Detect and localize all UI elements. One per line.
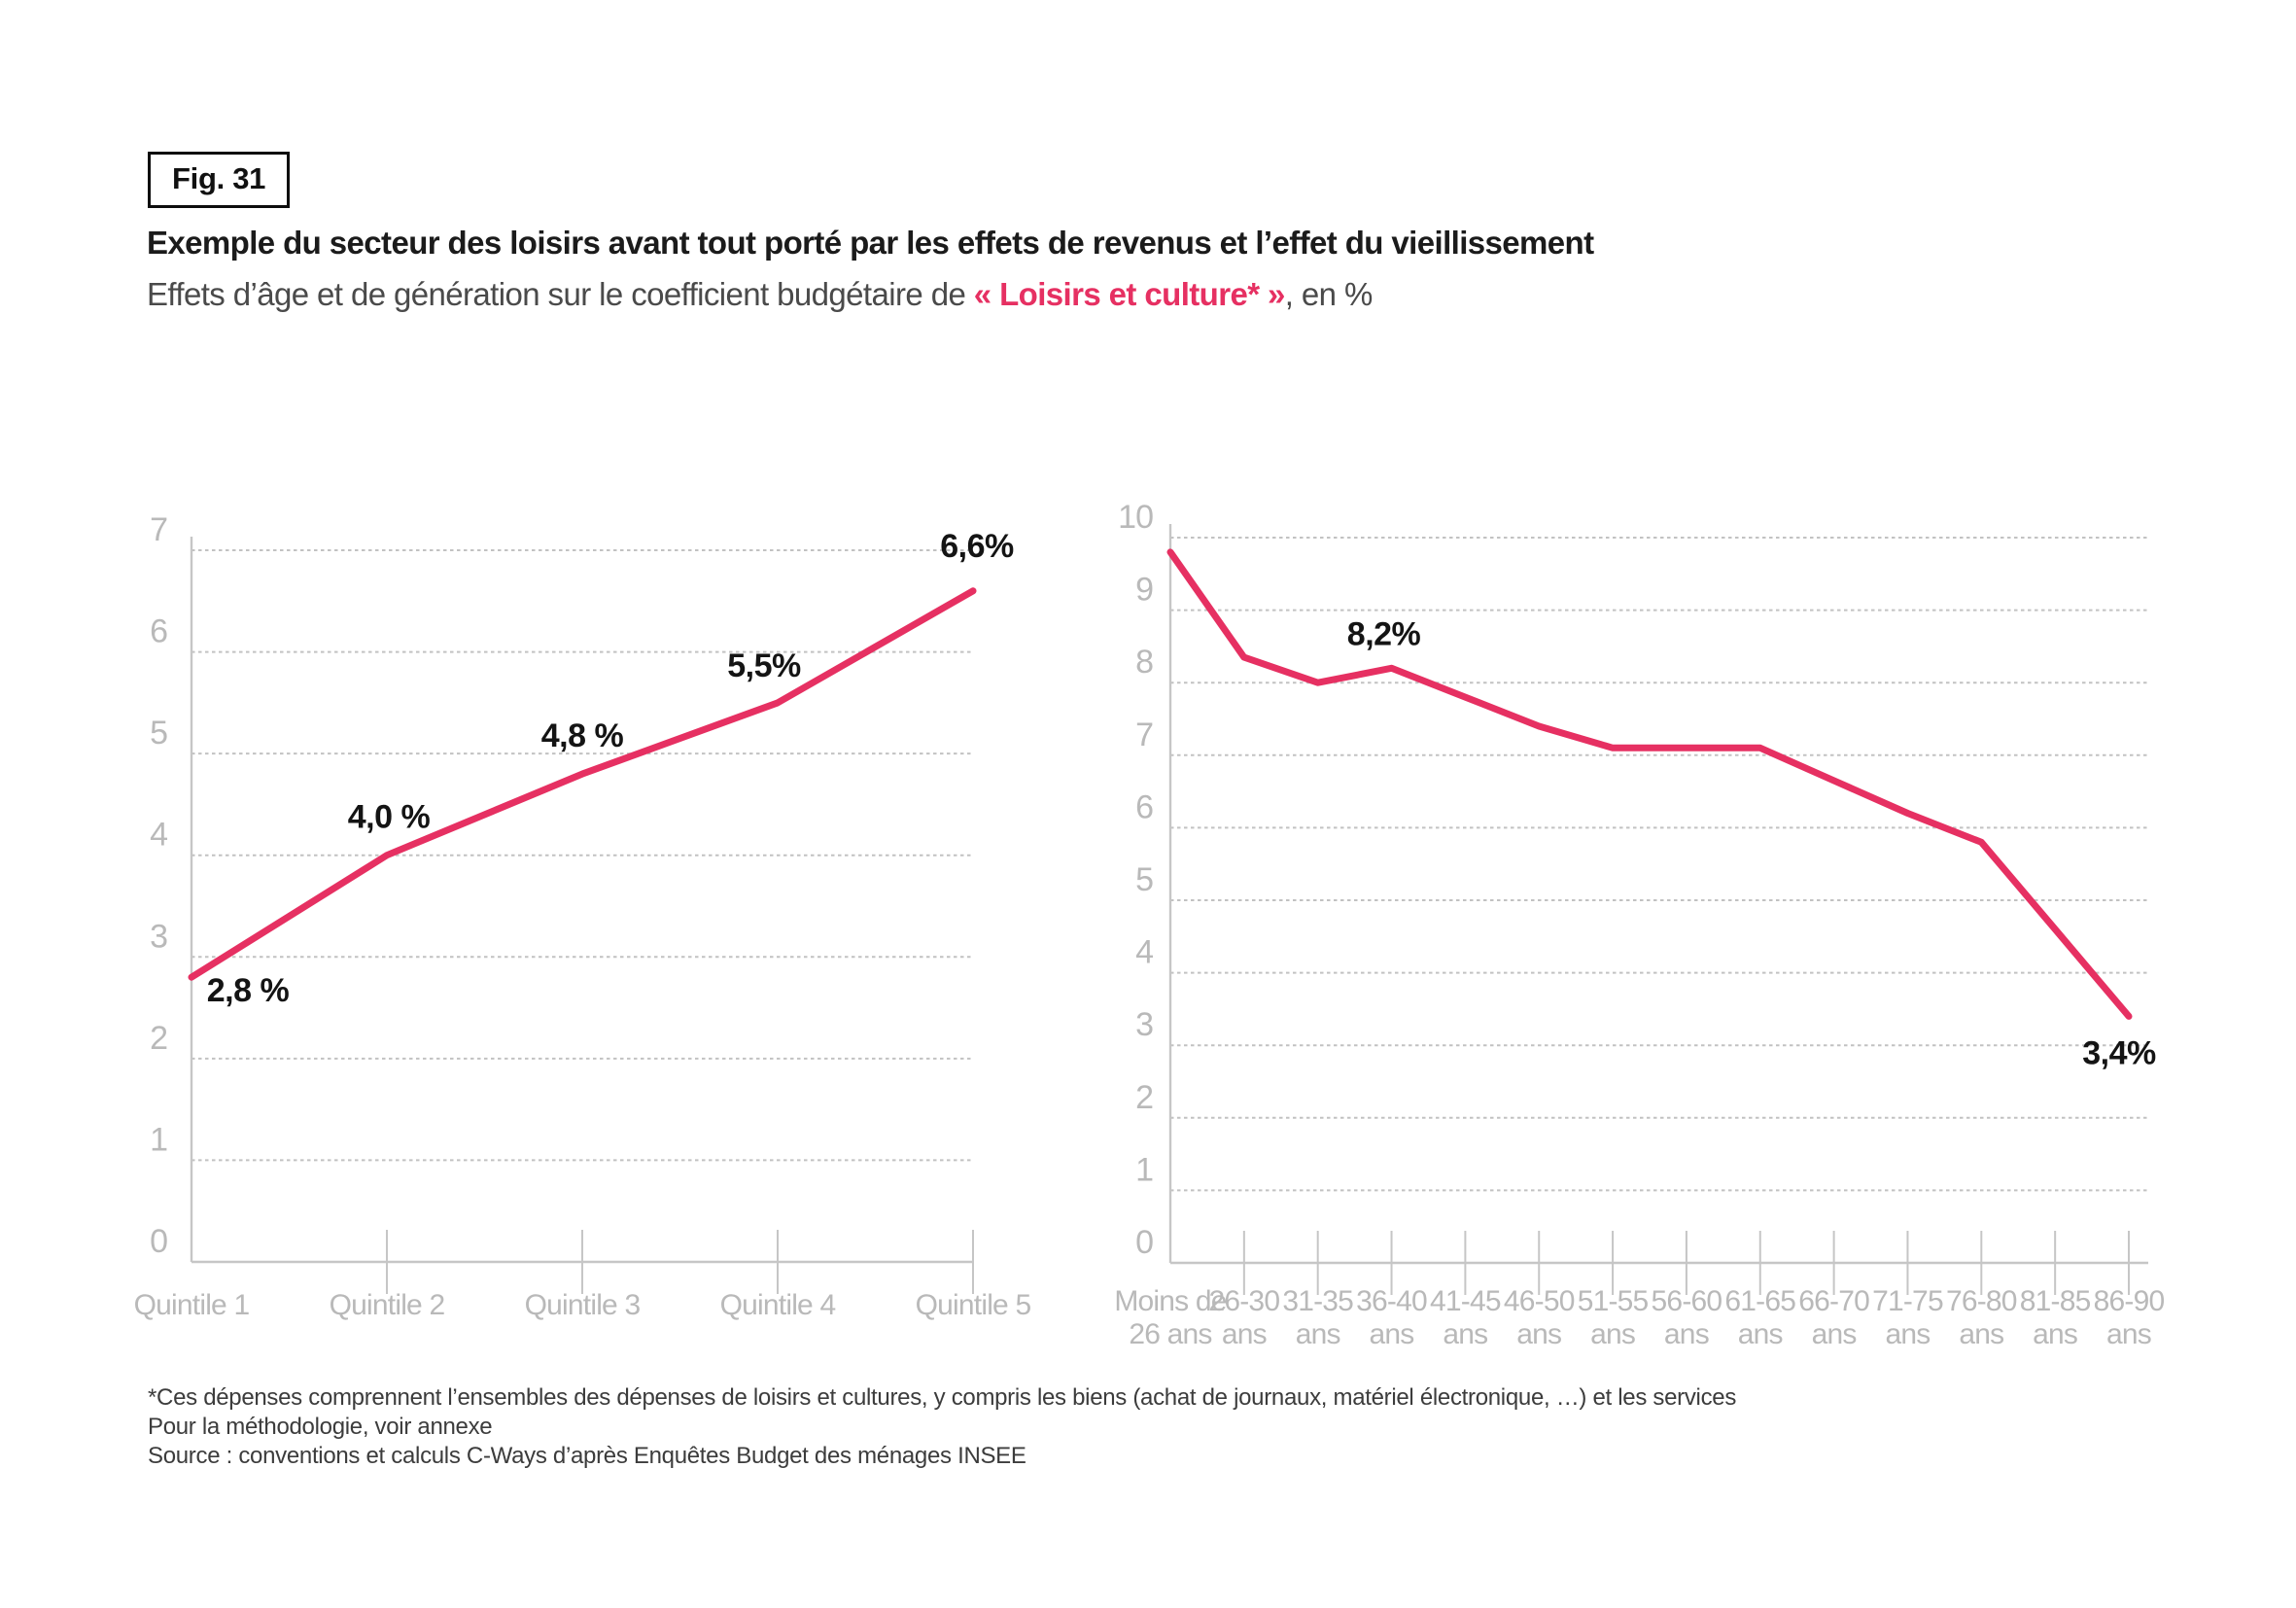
right-chart-xtick-label: ans xyxy=(1443,1318,1487,1350)
left-chart-ytick-label: 2 xyxy=(150,1020,167,1057)
right-chart-xtick-label: ans xyxy=(1296,1318,1340,1350)
left-chart-ytick-label: 7 xyxy=(150,511,167,548)
figure-number: Fig. 31 xyxy=(172,161,266,195)
left-chart-ytick-label: 1 xyxy=(150,1121,167,1158)
figure-number-badge: Fig. 31 xyxy=(148,152,291,208)
right-chart-point-label: 3,4% xyxy=(2082,1034,2156,1071)
right-chart-xtick-label: 36-40 xyxy=(1356,1285,1427,1317)
left-chart-point-label: 5,5% xyxy=(727,647,801,684)
right-chart-ytick-label: 5 xyxy=(1135,861,1153,898)
left-chart-ytick-label: 4 xyxy=(150,817,167,854)
right-chart-xtick-label: ans xyxy=(1812,1318,1857,1350)
right-chart-ytick-label: 1 xyxy=(1135,1151,1153,1188)
left-chart-series-line xyxy=(188,587,977,981)
right-chart-ytick-label: 2 xyxy=(1135,1079,1153,1116)
right-chart-xtick-label: 66-70 xyxy=(1798,1285,1869,1317)
left-chart-point-label: 4,0 % xyxy=(348,799,431,836)
right-chart-series-line xyxy=(1166,548,2133,1020)
right-chart-xtick-label: 56-60 xyxy=(1652,1285,1722,1317)
right-chart-xtick-label: ans xyxy=(1885,1318,1930,1350)
subtitle-prefix: Effets d’âge et de génération sur le coe… xyxy=(147,276,974,312)
left-chart-xtick-label: Quintile 5 xyxy=(916,1289,1031,1321)
right-chart-xtick-label: ans xyxy=(2106,1318,2151,1350)
left-chart-xtick-label: Quintile 3 xyxy=(525,1289,641,1321)
right-chart-xtick-label: Moins de xyxy=(1114,1285,1226,1317)
right-chart-xtick-label: 31-35 xyxy=(1282,1285,1353,1317)
footnote-source: Source : conventions et calculs C-Ways d… xyxy=(148,1443,1026,1469)
right-chart-ytick-label: 6 xyxy=(1135,788,1153,825)
right-chart-xtick-label: ans xyxy=(1959,1318,2003,1350)
right-chart-xtick-label: ans xyxy=(1590,1318,1635,1350)
figure-title: Exemple du secteur des loisirs avant tou… xyxy=(147,225,1594,261)
right-chart-xtick-label: 26 ans xyxy=(1129,1318,1211,1350)
left-chart-ytick-label: 3 xyxy=(150,918,167,955)
left-chart-xtick-label: Quintile 4 xyxy=(720,1289,836,1321)
left-chart-ytick-label: 0 xyxy=(150,1223,167,1260)
left-chart-ytick-label: 5 xyxy=(150,715,167,752)
left-chart-xtick-label: Quintile 1 xyxy=(134,1289,250,1321)
right-chart-ytick-label: 8 xyxy=(1135,644,1153,681)
right-chart-ytick-label: 10 xyxy=(1118,499,1153,536)
left-chart-point-label: 4,8 % xyxy=(541,717,624,754)
right-chart-xtick-label: ans xyxy=(1370,1318,1414,1350)
right-chart-xtick-label: 76-80 xyxy=(1946,1285,2017,1317)
left-chart-xtick-label: Quintile 2 xyxy=(330,1289,445,1321)
left-chart-point-label: 6,6% xyxy=(940,528,1014,565)
right-chart-ytick-label: 7 xyxy=(1135,717,1153,753)
right-chart-xtick-label: ans xyxy=(2033,1318,2077,1350)
subtitle-highlight: « Loisirs et culture* » xyxy=(973,276,1286,312)
figure-subtitle: Effets d’âge et de génération sur le coe… xyxy=(147,276,2188,313)
right-chart-xtick-label: 81-85 xyxy=(2020,1285,2091,1317)
footnote-methodology: Pour la méthodologie, voir annexe xyxy=(148,1414,493,1440)
right-chart-xtick-label: 46-50 xyxy=(1504,1285,1575,1317)
right-chart-xtick-label: 86-90 xyxy=(2094,1285,2165,1317)
right-chart-xtick-label: ans xyxy=(1516,1318,1561,1350)
left-chart-ytick-label: 6 xyxy=(150,613,167,650)
subtitle-suffix: , en % xyxy=(1284,276,1374,312)
right-chart-point-label: 8,2% xyxy=(1347,615,1421,652)
right-chart-xtick-label: 26-30 xyxy=(1208,1285,1279,1317)
right-chart-ytick-label: 9 xyxy=(1135,572,1153,609)
left-chart-point-label: 2,8 % xyxy=(207,972,290,1009)
right-chart-xtick-label: 41-45 xyxy=(1430,1285,1501,1317)
right-chart-xtick-label: 51-55 xyxy=(1578,1285,1649,1317)
right-chart-xtick-label: 71-75 xyxy=(1872,1285,1943,1317)
right-chart-ytick-label: 3 xyxy=(1135,1006,1153,1043)
right-chart-ytick-label: 4 xyxy=(1135,934,1153,971)
right-chart-xtick-label: ans xyxy=(1738,1318,1783,1350)
footnotes: *Ces dépenses comprennent l’ensembles de… xyxy=(148,1383,2140,1471)
right-chart-xtick-label: ans xyxy=(1664,1318,1709,1350)
right-chart-xtick-label: 61-65 xyxy=(1724,1285,1795,1317)
right-chart-ytick-label: 0 xyxy=(1135,1224,1153,1261)
right-chart-xtick-label: ans xyxy=(1222,1318,1267,1350)
footnote-definition: *Ces dépenses comprennent l’ensembles de… xyxy=(148,1384,1737,1411)
